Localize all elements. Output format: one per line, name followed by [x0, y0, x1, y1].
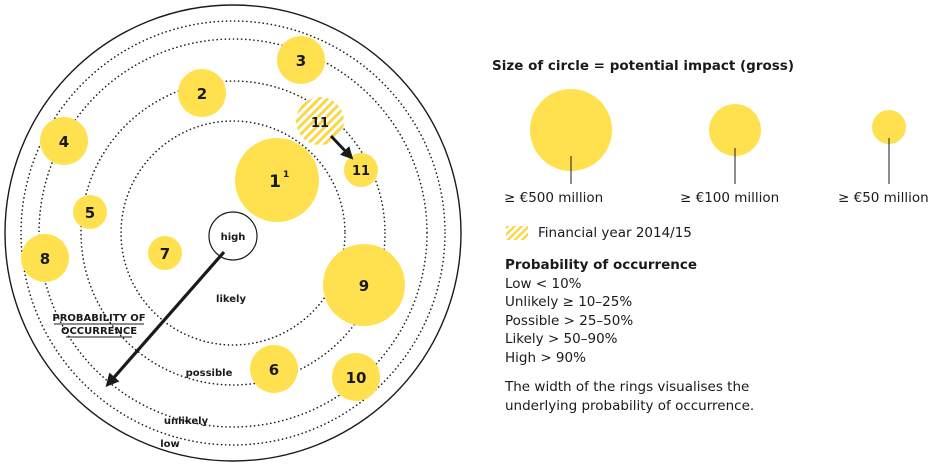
svg-text:7: 7 — [160, 245, 170, 263]
ring-label-unlikely: unlikely — [164, 416, 209, 427]
size-legend-50m — [872, 110, 906, 184]
risk-bubble-5: 5 — [73, 195, 107, 229]
size-legend-100m — [709, 104, 761, 184]
size-label-50m: ≥ €50 million — [838, 190, 929, 206]
risk-bubble-6: 6 — [250, 345, 298, 393]
financial-year-label: Financial year 2014/15 — [538, 225, 692, 241]
probability-item-likely: Likely > 50–90% — [505, 331, 618, 347]
svg-text:6: 6 — [269, 361, 279, 379]
ring-likely — [80, 80, 386, 386]
ring-width-note: The width of the rings visualises the un… — [505, 379, 755, 414]
svg-text:10: 10 — [346, 369, 367, 387]
svg-text:1: 1 — [283, 170, 289, 180]
probability-item-low: Low < 10% — [505, 275, 582, 292]
svg-text:4: 4 — [59, 133, 69, 151]
risk-radar-diagram: 3 2 11 4 11 1 1 5 8 7 9 6 10 — [4, 4, 462, 462]
axis-label-line2: OCCURRENCE — [61, 326, 137, 337]
ring-label-high: high — [221, 232, 246, 243]
hatch-swatch-icon — [506, 226, 528, 240]
probability-legend: Probability of occurrence Low < 10% Unli… — [505, 256, 697, 367]
risk-bubble-7: 7 — [148, 236, 182, 270]
svg-text:11: 11 — [352, 164, 370, 179]
probability-item-high: High > 90% — [505, 349, 586, 366]
risk-bubble-1: 1 1 — [235, 138, 319, 222]
risk-bubble-10: 10 — [332, 353, 380, 401]
ring-unlikely — [20, 20, 446, 446]
probability-arrow — [105, 250, 226, 388]
risk-11-shift-arrow — [329, 134, 354, 160]
size-legend: ≥ €500 million ≥ €100 million ≥ €50 mill… — [492, 86, 932, 216]
probability-title: Probability of occurrence — [505, 257, 698, 273]
size-label-500m: ≥ €500 million — [504, 190, 604, 206]
svg-text:11: 11 — [311, 116, 329, 131]
svg-text:3: 3 — [296, 52, 306, 70]
outer-ring — [4, 4, 462, 462]
probability-item-possible: Possible > 25–50% — [505, 312, 634, 329]
axis-label-line1: PROBABILITY OF — [52, 313, 145, 324]
risk-bubble-11-previous-year: 11 — [296, 97, 344, 145]
size-label-100m: ≥ €100 million — [680, 190, 780, 206]
svg-text:9: 9 — [359, 277, 369, 295]
risk-bubble-4: 4 — [40, 117, 88, 165]
ring-label-low: low — [160, 439, 180, 450]
risk-bubble-2: 2 — [178, 69, 226, 117]
ring-high — [120, 120, 346, 346]
ring-label-possible: possible — [186, 368, 233, 379]
svg-text:8: 8 — [40, 250, 50, 268]
risk-bubble-9: 9 — [323, 244, 405, 326]
svg-text:1: 1 — [269, 172, 281, 192]
ring-possible — [38, 38, 428, 428]
svg-text:5: 5 — [85, 204, 95, 222]
ring-label-likely: likely — [216, 294, 246, 305]
size-legend-500m — [530, 89, 612, 184]
size-legend-circles — [530, 89, 906, 184]
risk-bubble-3: 3 — [277, 36, 325, 84]
risk-bubble-8: 8 — [21, 234, 69, 282]
high-center-circle — [208, 211, 258, 261]
risk-bubble-11: 11 — [344, 153, 378, 187]
probability-item-unlikely: Unlikely ≥ 10–25% — [505, 294, 633, 310]
legend-title: Size of circle = potential impact (gross… — [492, 58, 795, 74]
svg-text:2: 2 — [197, 85, 207, 103]
financial-year-legend: Financial year 2014/15 — [506, 225, 692, 241]
